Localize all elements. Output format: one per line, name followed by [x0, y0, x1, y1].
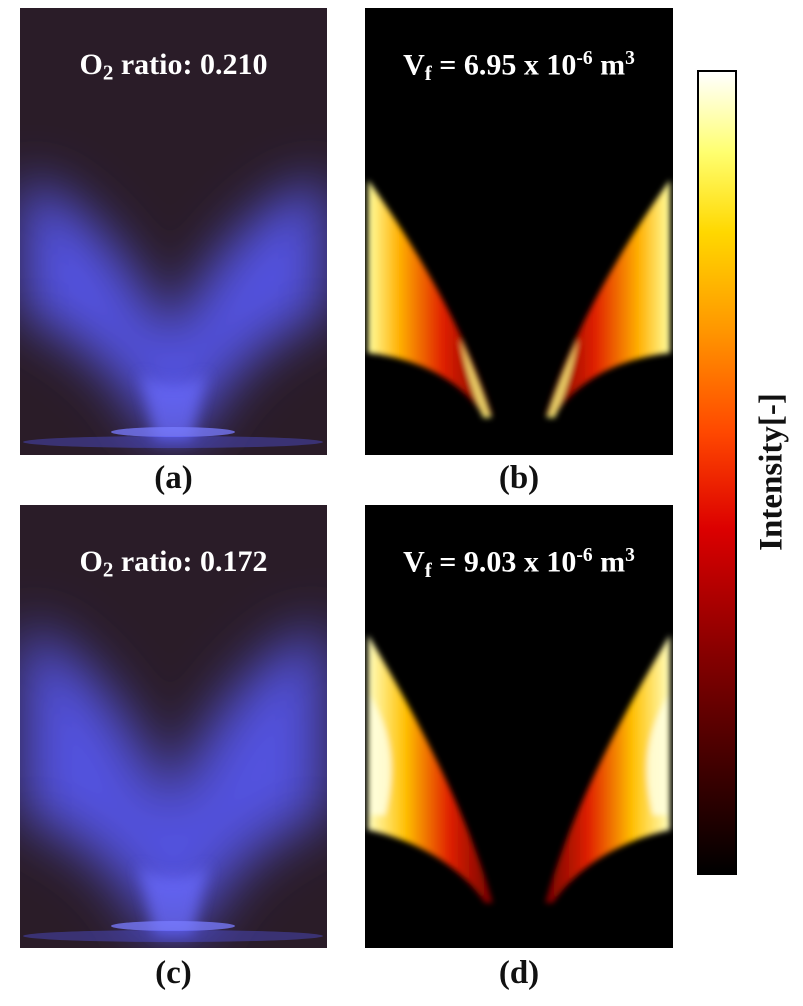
flame-chemiluminescence-image [20, 625, 327, 942]
panel-d-soot-image: Vf = 9.03 x 10-6 m3 [365, 505, 673, 948]
soot-volume-fraction-image [368, 180, 670, 418]
panel-b-label: (b) [498, 460, 540, 496]
panel-c-label: (c) [155, 955, 192, 991]
flame-chemiluminescence-image [20, 178, 327, 448]
panel-a-title: O2 ratio: 0.210 [79, 48, 268, 85]
colorbar-label: Intensity[-] [753, 393, 790, 551]
panel-c-flame-image: O2 ratio: 0.172 [20, 505, 327, 948]
panel-c-title: O2 ratio: 0.172 [79, 545, 268, 582]
panel-a-label: (a) [154, 460, 193, 496]
panel-d-title: Vf = 9.03 x 10-6 m3 [403, 545, 635, 582]
soot-volume-fraction-image [368, 635, 670, 903]
panel-a-flame-image: O2 ratio: 0.210 [20, 8, 327, 455]
panel-b-title: Vf = 6.95 x 10-6 m3 [403, 48, 635, 85]
panel-d-label: (d) [498, 955, 540, 991]
panel-b-soot-image: Vf = 6.95 x 10-6 m3 [365, 8, 673, 455]
intensity-colorbar [697, 70, 737, 875]
